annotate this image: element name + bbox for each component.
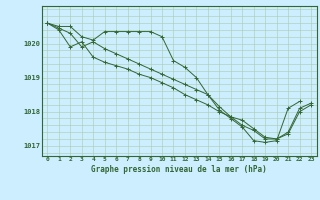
X-axis label: Graphe pression niveau de la mer (hPa): Graphe pression niveau de la mer (hPa): [91, 165, 267, 174]
